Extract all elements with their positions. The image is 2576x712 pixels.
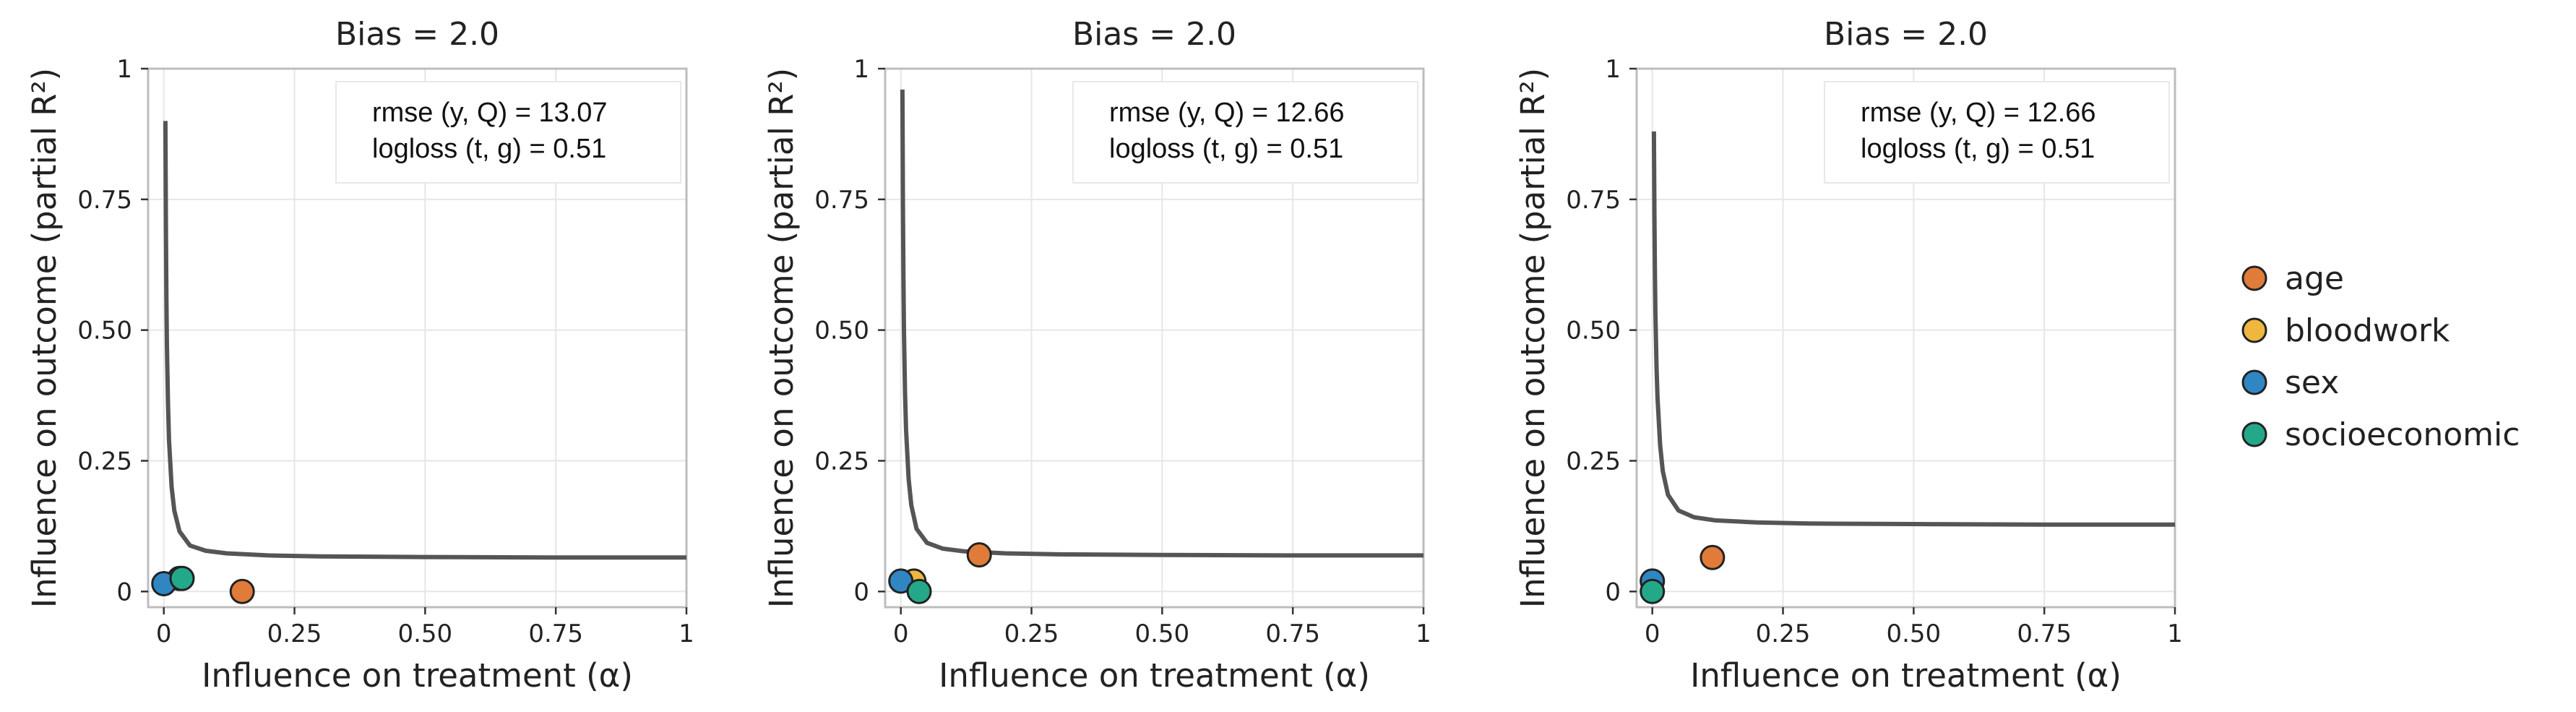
plot-frame (147, 67, 688, 609)
y-tick-label: 0.75 (77, 186, 132, 215)
x-tick-label: 0.75 (2017, 619, 2072, 648)
x-tick-label: 0.75 (528, 619, 583, 648)
x-tick-label: 0 (156, 619, 172, 648)
panel-1: 0 0.25 0.50 0.75 1 0 0.25 0.50 0.75 1 Bias = 2.0 In… (25, 16, 694, 695)
plot-frame (1635, 67, 2176, 609)
x-tick-label: 0.50 (1886, 619, 1941, 648)
legend-marker-bloodwork (2241, 317, 2267, 343)
x-tick-label: 0.25 (1004, 619, 1059, 648)
x-tick-label: 1 (1416, 619, 1431, 648)
x-axis-label: Influence on treatment (α) (1690, 656, 2121, 695)
x-tick-label: 0.75 (1265, 619, 1320, 648)
annotation-line: rmse (y, Q) = 13.07 (372, 98, 608, 128)
y-axis-label: Influence on outcome (partial R²) (25, 68, 64, 608)
legend-label-socioeconomic: socioeconomic (2285, 416, 2520, 453)
legend-label-sex: sex (2285, 364, 2339, 401)
y-tick-label: 0.50 (814, 317, 869, 346)
y-tick-label: 0.25 (77, 447, 132, 476)
y-axis-label: Influence on outcome (partial R²) (762, 68, 801, 608)
y-axis-label: Influence on outcome (partial R²) (1514, 68, 1552, 608)
x-axis-label: Influence on treatment (α) (202, 656, 633, 695)
bound-curve (163, 121, 686, 560)
y-tick-label: 0.75 (814, 186, 869, 215)
legend-marker-socioeconomic (2241, 421, 2267, 447)
point-age (229, 578, 255, 604)
annotation-box (1824, 81, 2170, 184)
x-tick-label: 0 (1645, 619, 1660, 648)
panel-2: 0 0.25 0.50 0.75 1 0 0.25 0.50 0.75 1 Bias = 2.0 In… (762, 16, 1431, 695)
panel-title: Bias = 2.0 (1072, 16, 1236, 53)
annotation-line: logloss (t, g) = 0.51 (1861, 134, 2095, 164)
point-age (966, 542, 992, 568)
annotation-line: rmse (y, Q) = 12.66 (1861, 98, 2096, 128)
legend-marker-age (2241, 265, 2267, 291)
x-tick-label: 0.50 (1134, 619, 1189, 648)
y-tick-label: 0.50 (77, 317, 132, 346)
panel-title: Bias = 2.0 (335, 16, 499, 53)
y-tick-label: 1 (116, 55, 132, 84)
bound-curve (1651, 131, 2175, 527)
y-tick-label: 0.75 (1566, 186, 1621, 215)
y-tick-label: 0.25 (814, 447, 869, 476)
annotation-line: logloss (t, g) = 0.51 (372, 134, 606, 164)
x-tick-label: 0.50 (397, 619, 452, 648)
point-socioeconomic (169, 565, 195, 591)
point-socioeconomic (906, 578, 932, 604)
panel-3: 0 0.25 0.50 0.75 1 0 0.25 0.50 0.75 1 Bias = 2.0 In… (1514, 16, 2183, 695)
x-tick-label: 1 (2167, 619, 2183, 648)
legend-label-bloodwork: bloodwork (2285, 312, 2450, 349)
legend-label-age: age (2285, 260, 2344, 297)
x-tick-label: 0.25 (1756, 619, 1811, 648)
panels: 0 0.25 0.50 0.75 1 0 0.25 0.50 0.75 1 Bias = 2.0 In… (25, 16, 2183, 695)
y-tick-label: 1 (1605, 55, 1621, 84)
plot-frame (884, 67, 1425, 609)
y-tick-label: 0.25 (1566, 447, 1621, 476)
point-age (1700, 544, 1726, 570)
point-socioeconomic (1640, 578, 1666, 604)
y-tick-label: 0 (116, 578, 132, 606)
y-tick-label: 0.50 (1566, 317, 1621, 346)
panel-title: Bias = 2.0 (1824, 16, 1988, 53)
x-tick-label: 0 (893, 619, 909, 648)
y-tick-label: 0 (1605, 578, 1621, 606)
legend-marker-sex (2241, 369, 2267, 395)
annotation-line: rmse (y, Q) = 12.66 (1109, 98, 1345, 128)
y-tick-label: 0 (853, 578, 869, 606)
x-tick-label: 1 (679, 619, 694, 648)
annotation-box (1072, 81, 1418, 184)
x-tick-label: 0.25 (267, 619, 322, 648)
annotation-line: logloss (t, g) = 0.51 (1109, 134, 1343, 164)
x-axis-label: Influence on treatment (α) (939, 656, 1370, 695)
legend: age bloodwork sex socioeconomic (2241, 260, 2520, 453)
bound-curve (900, 89, 1423, 558)
annotation-box (335, 81, 681, 184)
y-tick-label: 1 (853, 55, 869, 84)
